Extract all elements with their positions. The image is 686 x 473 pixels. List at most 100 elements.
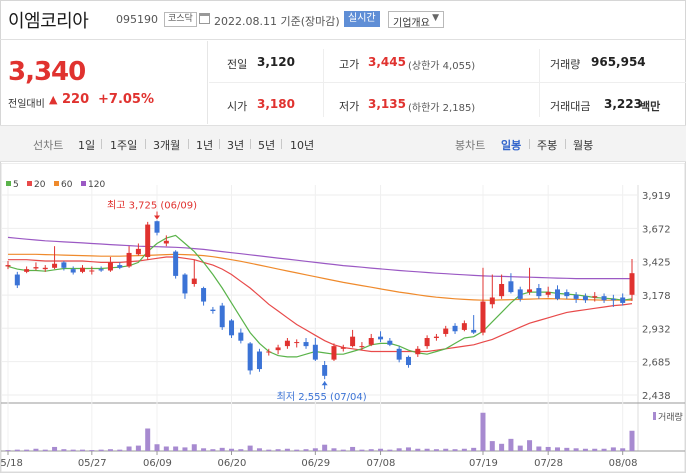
volume-bar	[70, 449, 76, 451]
candle-body	[52, 263, 58, 268]
candle-body	[461, 323, 467, 330]
candle	[396, 346, 402, 363]
volume-bar	[182, 447, 188, 451]
volume-bar	[452, 449, 458, 451]
candle	[629, 259, 635, 301]
candle	[610, 294, 616, 307]
volume-bar	[229, 448, 235, 451]
trade-value-label: 거래대금	[550, 100, 591, 113]
realtime-button[interactable]: 실시간	[344, 11, 380, 27]
candle-body	[573, 294, 579, 299]
candle-body	[303, 342, 309, 347]
volume-bar	[350, 446, 356, 451]
candle	[415, 346, 421, 357]
y-tick-label: 2,685	[642, 358, 671, 369]
volume-bar	[5, 450, 11, 451]
y-tick-label: 2,438	[642, 391, 671, 402]
candle	[229, 319, 235, 339]
candle	[536, 283, 542, 299]
volume-bar	[52, 446, 58, 451]
stock-name[interactable]: 이엠코리아	[8, 11, 89, 32]
tab-separator	[529, 139, 530, 149]
low-label: 저가	[339, 100, 360, 113]
candle	[303, 338, 309, 349]
candle-body	[229, 320, 235, 336]
volume-value: 965,954	[591, 55, 646, 69]
candle-body	[452, 325, 458, 332]
legend-label: 120	[88, 180, 105, 190]
candle-body	[163, 240, 169, 244]
tab-1day[interactable]: 1일	[78, 139, 96, 152]
volume-bar	[620, 448, 626, 451]
company-overview-select[interactable]: 기업개요 ▼	[388, 11, 444, 29]
x-tick-label: 06/09	[143, 458, 172, 469]
volume-bar	[294, 449, 300, 451]
tab-1year[interactable]: 1년	[196, 139, 214, 152]
volume-bar	[564, 447, 570, 451]
candle-body	[350, 336, 356, 347]
volume-bar	[145, 428, 151, 451]
candle-body	[508, 281, 514, 293]
candle-body	[554, 289, 560, 299]
candle-body	[564, 292, 570, 297]
volume-bar	[210, 449, 216, 451]
volume-bar	[322, 444, 328, 451]
candle-body	[154, 221, 160, 233]
candle-body	[322, 365, 328, 376]
candle	[480, 267, 486, 336]
candle	[154, 220, 160, 236]
legend-swatch	[27, 181, 32, 186]
volume-bar	[508, 438, 514, 451]
high-annotation: 최고 3,725 (06/09)	[107, 200, 197, 212]
legend-swatch	[81, 181, 86, 186]
tab-weekly-candle[interactable]: 주봉	[537, 139, 558, 152]
volume-bar	[247, 445, 253, 451]
candle	[461, 320, 467, 332]
tab-5years[interactable]: 5년	[258, 139, 276, 152]
tab-daily-candle[interactable]: 일봉	[501, 139, 522, 152]
tab-3months[interactable]: 3개월	[153, 139, 181, 152]
x-tick-label: 05/18	[0, 458, 23, 469]
volume-bar	[582, 448, 588, 451]
volume-bar	[461, 448, 467, 451]
candle-body	[312, 344, 318, 360]
candle	[14, 271, 20, 289]
volume-bar	[610, 447, 616, 451]
x-tick-label: 07/28	[534, 458, 563, 469]
column-divider	[323, 49, 324, 117]
change-amount: 220	[62, 92, 90, 107]
tab-line-chart[interactable]: 선차트	[33, 139, 64, 152]
candlestick-chart[interactable]: 3,919 3,672 3,425 3,178 2,932 2,685 2,438 05/18…	[0, 163, 686, 473]
candle	[80, 265, 86, 274]
tab-10years[interactable]: 10년	[290, 139, 315, 152]
y-tick-label: 3,672	[642, 224, 671, 235]
candle-body	[340, 347, 346, 349]
tab-separator	[565, 139, 566, 149]
tab-separator	[145, 139, 146, 149]
y-tick-label: 3,919	[642, 191, 671, 202]
volume-bar	[405, 447, 411, 451]
trade-value: 3,223	[604, 97, 642, 111]
candle	[582, 293, 588, 303]
tab-monthly-candle[interactable]: 월봉	[573, 139, 594, 152]
legend-label: 20	[34, 180, 46, 190]
volume-bar	[238, 449, 244, 451]
tab-3years[interactable]: 3년	[227, 139, 245, 152]
candle	[219, 302, 225, 330]
prev-close-label: 전일	[227, 58, 248, 71]
candle	[340, 344, 346, 352]
candle-body	[294, 342, 300, 344]
volume-bar	[378, 448, 384, 451]
candle	[350, 329, 356, 348]
candle	[5, 261, 11, 270]
up-arrow-icon	[321, 381, 328, 386]
candle	[322, 360, 328, 380]
tab-1week[interactable]: 1주일	[110, 139, 138, 152]
candle-body	[433, 336, 439, 339]
candle-body	[191, 278, 197, 284]
candle	[238, 328, 244, 344]
tab-candle-chart[interactable]: 봉차트	[455, 139, 486, 152]
candle	[24, 266, 30, 274]
current-price: 3,340	[8, 57, 86, 87]
candle-body	[210, 309, 216, 312]
